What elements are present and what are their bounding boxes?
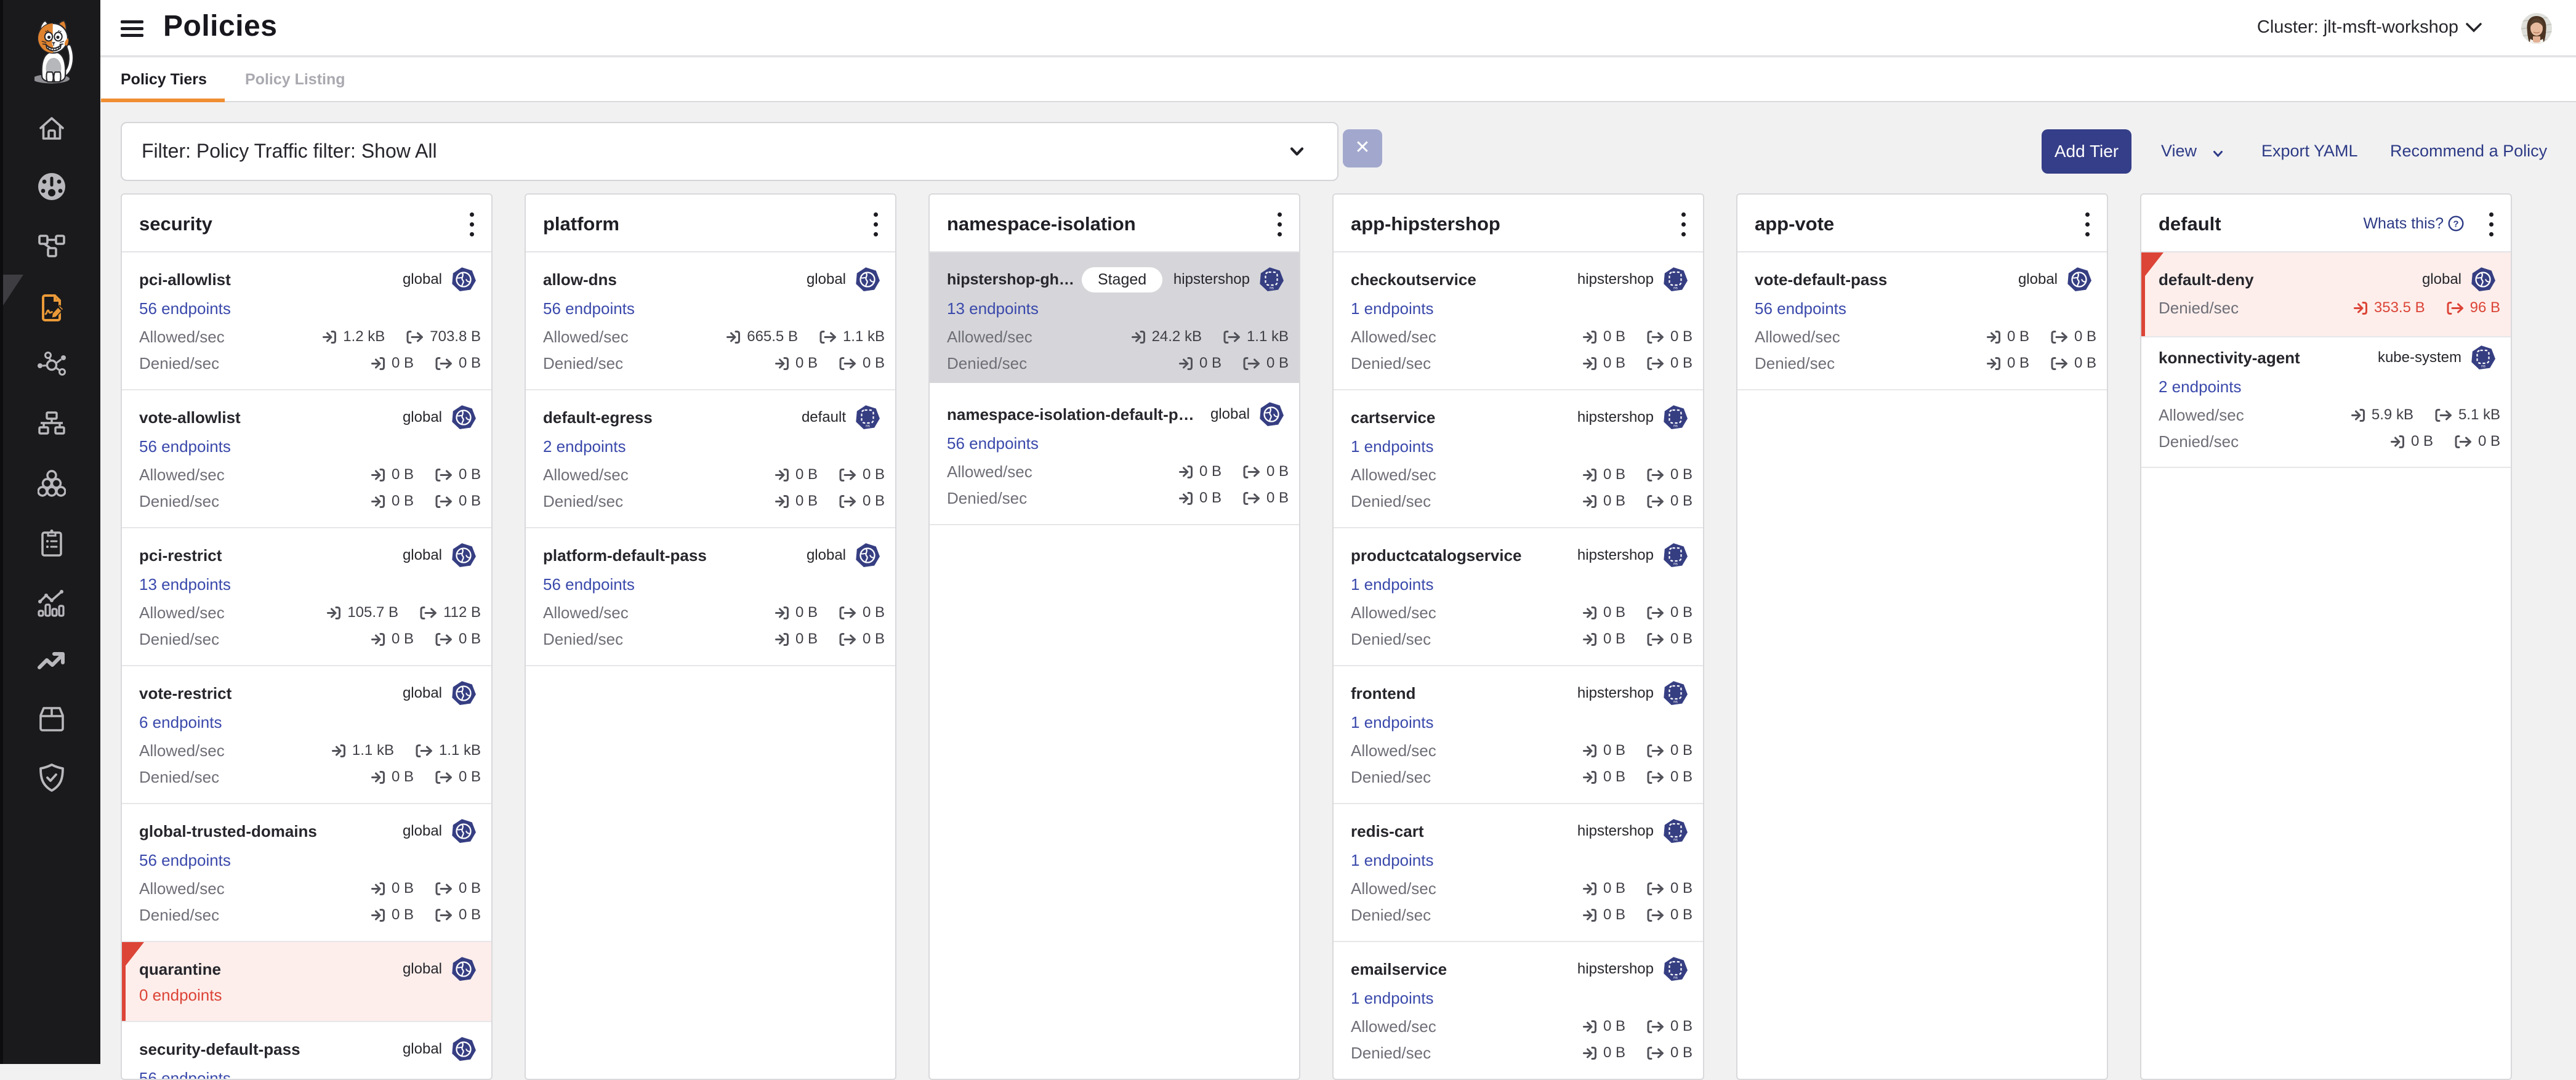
svg-text:ns: ns	[1673, 424, 1678, 429]
svg-text:ns: ns	[1673, 286, 1678, 291]
svg-text:ns: ns	[1270, 286, 1274, 291]
svg-text:ns: ns	[1673, 562, 1678, 566]
svg-text:ns: ns	[1673, 700, 1678, 704]
svg-text:ns: ns	[1673, 838, 1678, 842]
svg-text:?: ?	[2453, 219, 2458, 230]
svg-text:ns: ns	[866, 424, 871, 429]
svg-text:ns: ns	[2481, 365, 2486, 369]
svg-text:ns: ns	[1673, 976, 1678, 980]
